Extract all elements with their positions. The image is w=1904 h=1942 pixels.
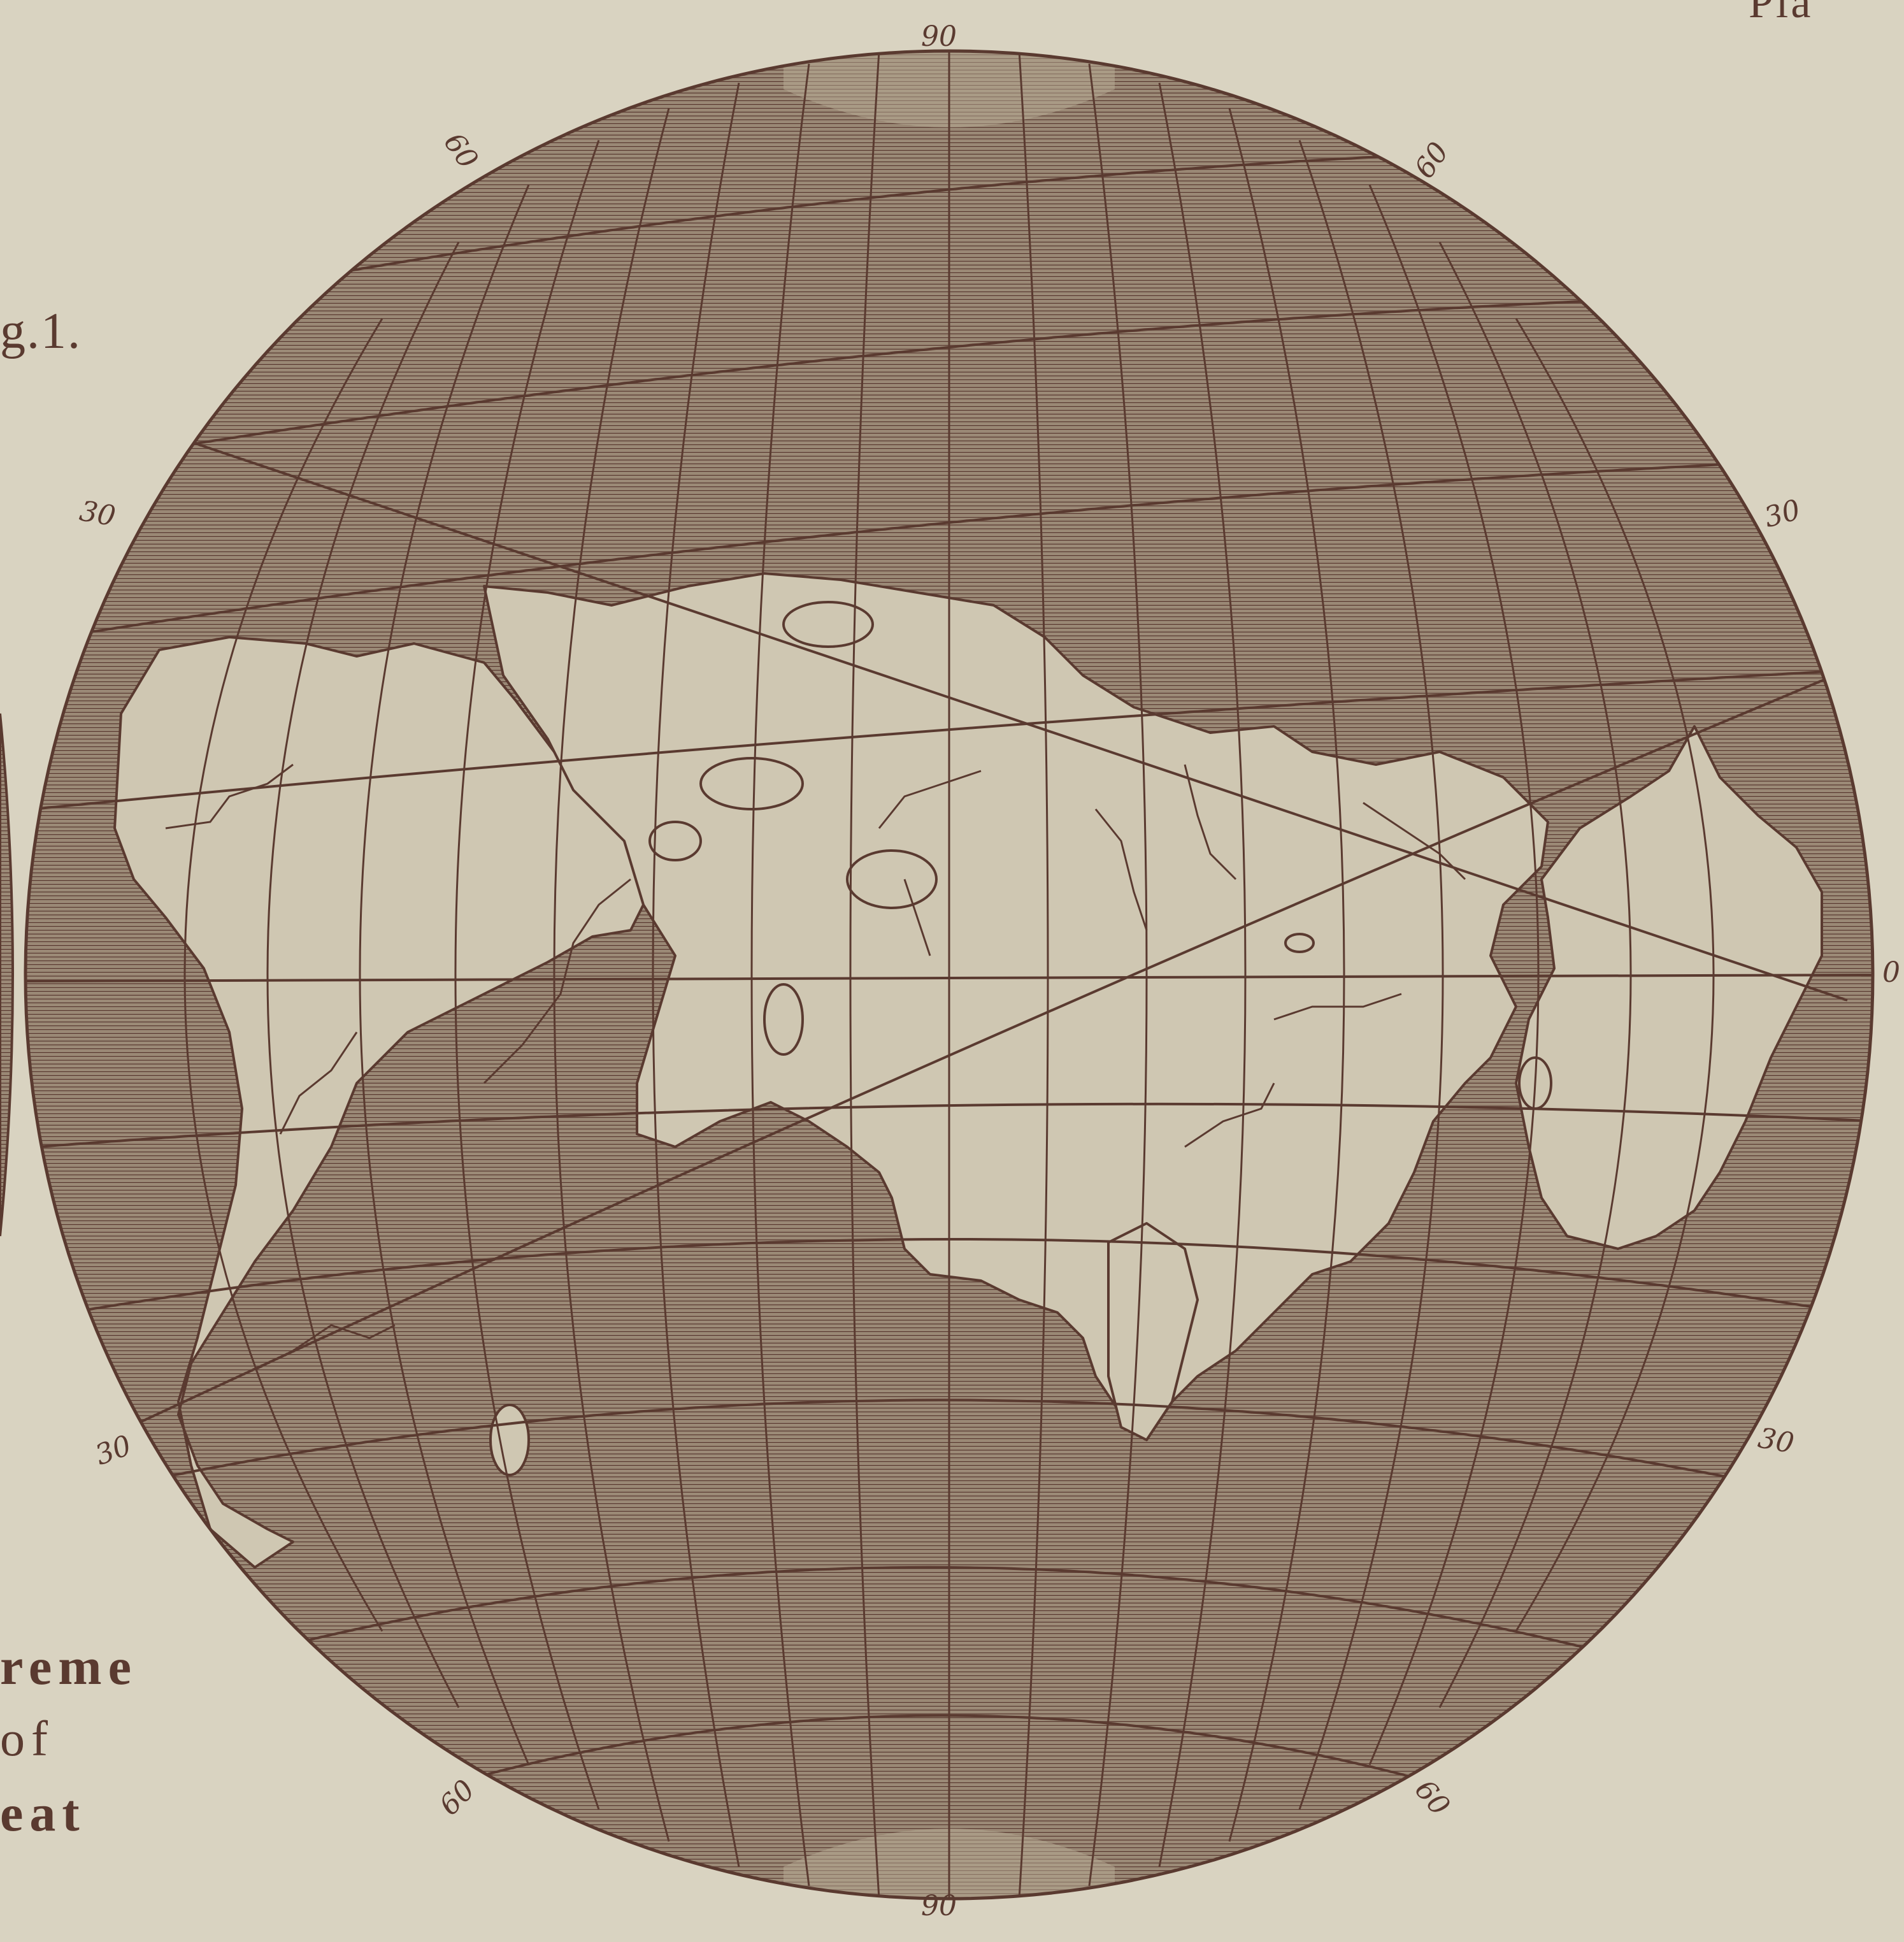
figure-label: g.1.: [0, 303, 82, 359]
island: [763, 983, 804, 1056]
adjacent-hemisphere-edge: [0, 713, 14, 1237]
island: [699, 757, 804, 810]
caption-line-3: eat: [0, 1784, 86, 1842]
land-southern-peninsula: [1107, 1222, 1199, 1441]
lat-label-left-upper: 30: [77, 494, 118, 533]
caption-line-1: reme: [0, 1637, 138, 1695]
island: [846, 849, 938, 909]
island: [782, 601, 874, 648]
island: [1284, 933, 1315, 953]
plate-corner-text: Pla: [1749, 0, 1814, 27]
lat-label-top: 90: [921, 20, 957, 53]
island: [648, 821, 702, 861]
hemisphere-border: [24, 49, 1875, 1901]
meridians: [183, 51, 1715, 1899]
caption-line-2: of: [0, 1711, 54, 1766]
rivers: [165, 763, 1466, 1371]
lat-label-equator: 0: [1882, 956, 1900, 989]
land-masses: [113, 572, 1823, 1569]
lat-label-right-lower: 30: [1756, 1421, 1797, 1460]
land-asia-east: [1515, 725, 1823, 1250]
lat-label-bottom: 90: [921, 1890, 957, 1922]
